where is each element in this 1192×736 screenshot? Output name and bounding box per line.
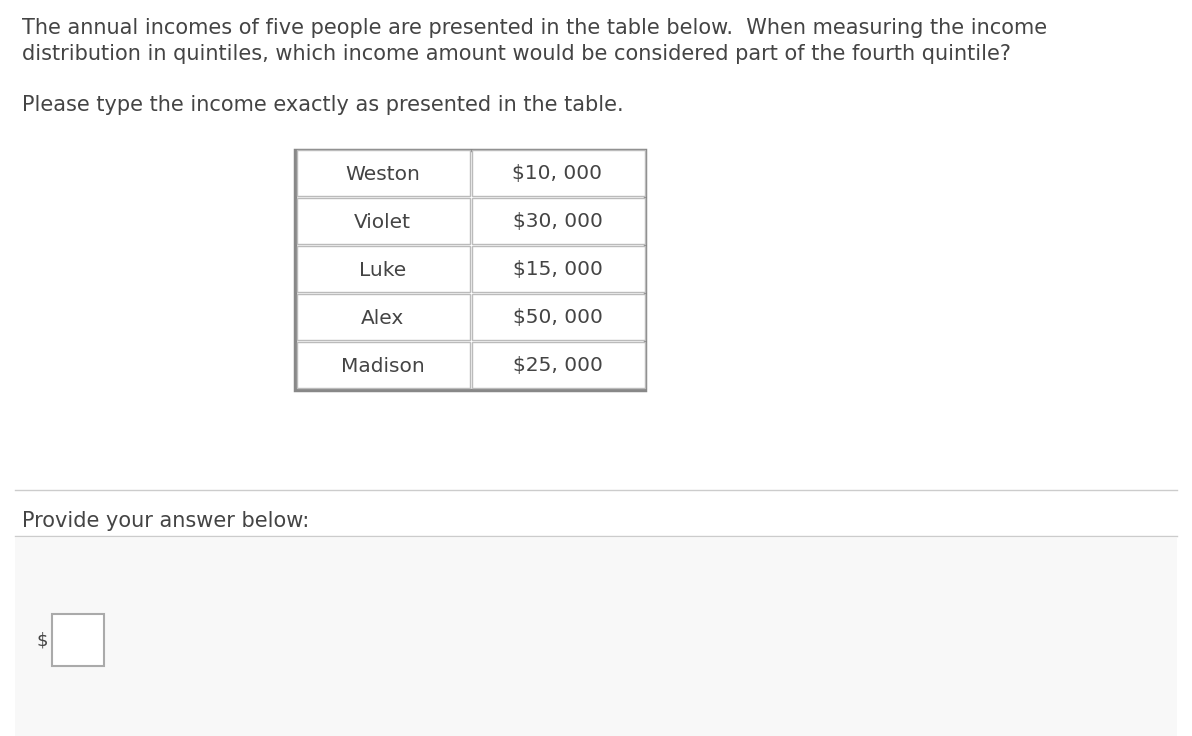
Text: distribution in quintiles, which income amount would be considered part of the f: distribution in quintiles, which income … bbox=[21, 44, 1011, 64]
Text: $15, 000: $15, 000 bbox=[513, 261, 602, 280]
Text: The annual incomes of five people are presented in the table below.  When measur: The annual incomes of five people are pr… bbox=[21, 18, 1047, 38]
Text: Luke: Luke bbox=[359, 261, 406, 280]
Bar bbox=[297, 294, 470, 340]
Bar bbox=[294, 150, 645, 390]
Text: $25, 000: $25, 000 bbox=[513, 356, 602, 375]
Text: $50, 000: $50, 000 bbox=[513, 308, 602, 328]
Bar bbox=[52, 614, 104, 666]
Text: $: $ bbox=[37, 631, 48, 649]
Bar bbox=[297, 150, 470, 196]
Bar bbox=[297, 342, 470, 388]
Text: Provide your answer below:: Provide your answer below: bbox=[21, 511, 309, 531]
Text: Madison: Madison bbox=[341, 356, 424, 375]
Bar bbox=[472, 150, 645, 196]
Bar bbox=[297, 246, 470, 292]
Bar bbox=[297, 198, 470, 244]
Bar bbox=[472, 198, 645, 244]
Text: $30, 000: $30, 000 bbox=[513, 213, 602, 232]
Bar bbox=[472, 342, 645, 388]
Text: Violet: Violet bbox=[354, 213, 411, 232]
Text: Alex: Alex bbox=[361, 308, 404, 328]
Text: Please type the income exactly as presented in the table.: Please type the income exactly as presen… bbox=[21, 95, 623, 115]
Bar bbox=[15, 538, 1177, 736]
Text: Weston: Weston bbox=[344, 165, 420, 183]
Text: $10, 000: $10, 000 bbox=[513, 165, 602, 183]
Bar bbox=[472, 294, 645, 340]
Bar bbox=[472, 246, 645, 292]
